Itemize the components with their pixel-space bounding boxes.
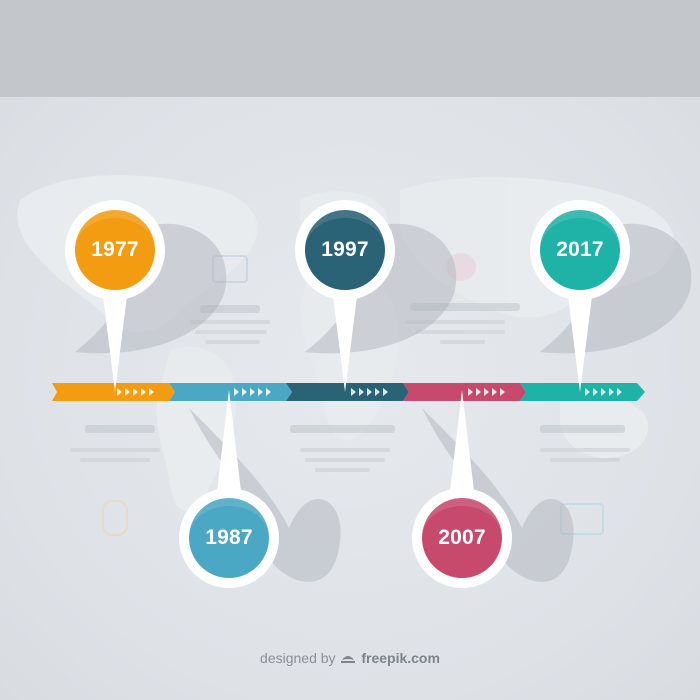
timeline-chevron: [242, 388, 247, 396]
ghost-line: [315, 468, 370, 472]
pin-disc-1977: [75, 210, 155, 290]
timeline-chevron: [250, 388, 255, 396]
ghost-placeholder-2007-icon: [446, 253, 476, 281]
ghost-title-5: [540, 425, 625, 433]
credit-brand: freepik.com: [361, 650, 440, 666]
timeline-segment-2017: [520, 383, 645, 401]
pin-tail-1997: [331, 280, 359, 392]
timeline-chevron: [500, 388, 505, 396]
pin-tail-2017: [566, 280, 594, 392]
year-label-2017: 2017: [556, 238, 604, 261]
timeline-segment-1977: [52, 383, 175, 401]
timeline-chevron: [375, 388, 380, 396]
ghost-line: [540, 448, 630, 452]
timeline-chevron: [125, 388, 130, 396]
timeline-chevron: [609, 388, 614, 396]
ghost-line: [300, 448, 390, 452]
timeline-bar: [52, 383, 645, 401]
pin-disc-2017: [540, 210, 620, 290]
pin-disc-1997: [305, 210, 385, 290]
ghost-line: [190, 320, 270, 324]
footer-credit: designed by freepik.com: [0, 650, 700, 666]
credit-prefix: designed by: [260, 650, 336, 666]
ghost-title-2: [410, 303, 520, 311]
ghost-placeholder-2017-icon: [560, 503, 604, 535]
pin-tail-1977: [101, 280, 129, 392]
pin-disc-2007: [422, 498, 502, 578]
ghost-line: [305, 458, 385, 462]
timeline-chevron: [484, 388, 489, 396]
pin-1977: [65, 200, 165, 392]
pin-2007: [412, 390, 512, 588]
timeline-chevron: [585, 388, 590, 396]
freepik-logo-icon: [341, 656, 356, 663]
pin-disc-1987: [189, 498, 269, 578]
timeline-chevron: [266, 388, 271, 396]
timeline-chevron: [367, 388, 372, 396]
pin-1997: [295, 200, 395, 392]
top-band: [0, 0, 700, 97]
year-label-1997: 1997: [321, 238, 369, 261]
timeline-segment-1997: [286, 383, 409, 401]
pin-tail-1987: [215, 390, 243, 508]
timeline-chevron: [492, 388, 497, 396]
timeline-segment-2007: [403, 383, 526, 401]
year-label-1977: 1977: [91, 238, 139, 261]
timeline-chevron: [601, 388, 606, 396]
timeline-segment-1987: [169, 383, 292, 401]
pin-highlight: [75, 210, 155, 250]
timeline-chevron: [141, 388, 146, 396]
pin-1987: [179, 390, 279, 588]
ghost-title-4: [85, 425, 155, 433]
pin-highlight: [540, 210, 620, 250]
timeline-chevron: [351, 388, 356, 396]
timeline-chevron: [133, 388, 138, 396]
ghost-line: [80, 458, 150, 462]
ghost-line: [195, 330, 267, 334]
timeline-chevron: [234, 388, 239, 396]
timeline-chevron: [383, 388, 388, 396]
ghost-placeholder-1977-icon: [102, 500, 128, 536]
ghost-title-1: [200, 305, 260, 313]
timeline-chevron: [617, 388, 622, 396]
pin-2017: [530, 200, 630, 392]
pin-highlight: [422, 498, 502, 538]
ghost-line: [415, 330, 505, 334]
ghost-line: [70, 448, 160, 452]
pin-tail-2007: [448, 390, 476, 508]
ghost-line: [405, 320, 505, 324]
timeline-chevron: [117, 388, 122, 396]
ghost-line: [440, 340, 485, 344]
ghost-line: [550, 458, 620, 462]
timeline-chevron: [258, 388, 263, 396]
pin-highlight: [189, 498, 269, 538]
timeline-chevron: [468, 388, 473, 396]
timeline-chevron: [476, 388, 481, 396]
timeline-chevron: [149, 388, 154, 396]
timeline-chevron: [593, 388, 598, 396]
ghost-title-3: [290, 425, 395, 433]
pin-highlight: [305, 210, 385, 250]
ghost-line: [205, 340, 260, 344]
year-label-2007: 2007: [438, 526, 486, 549]
year-label-1987: 1987: [205, 526, 253, 549]
ghost-placeholder-1997-icon: [212, 255, 248, 283]
timeline-chevron: [359, 388, 364, 396]
